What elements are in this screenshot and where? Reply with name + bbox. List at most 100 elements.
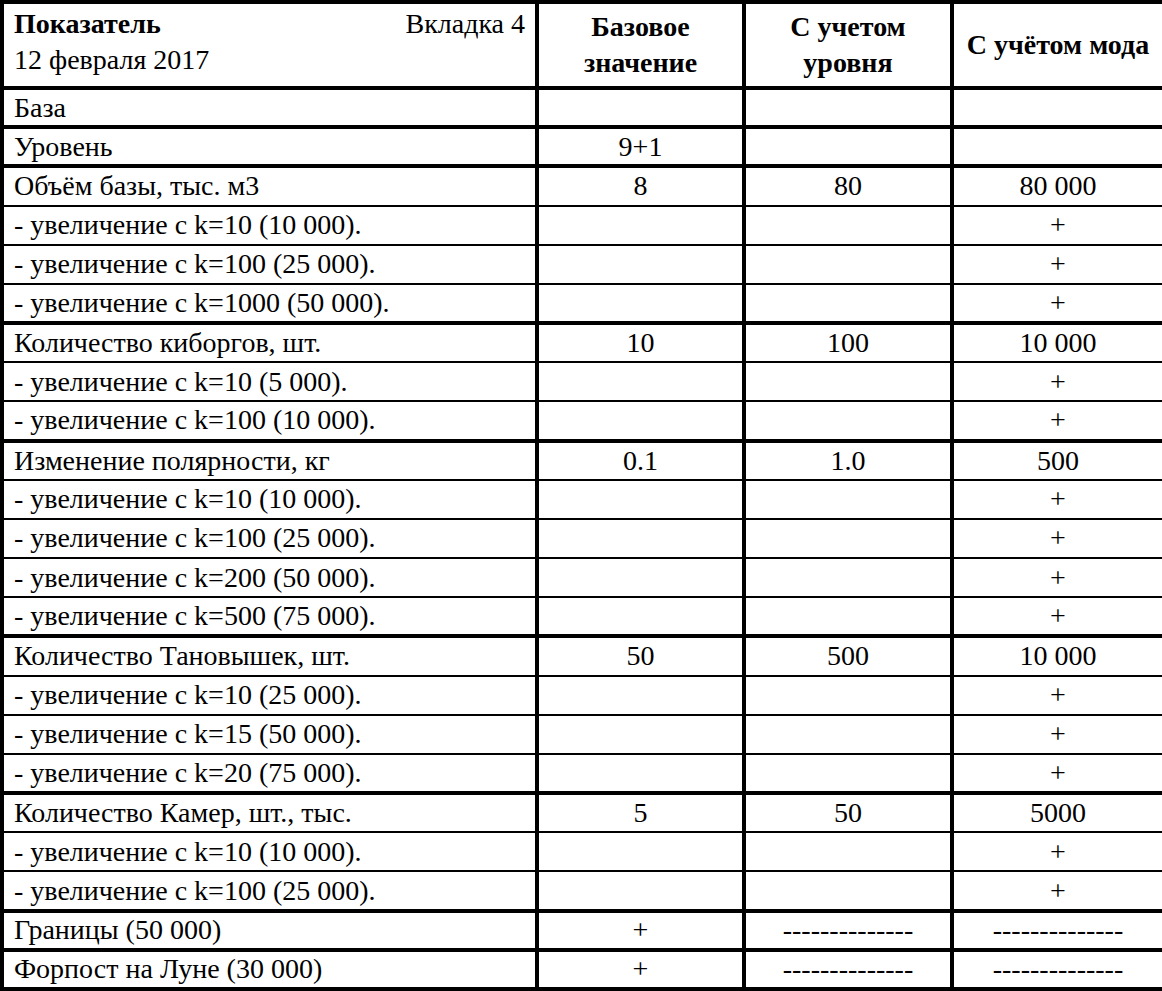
row-value-base (537, 88, 744, 127)
row-label: - увеличение с k=10 (5 000). (2, 362, 537, 401)
row-value-mod: -------------- (952, 911, 1162, 950)
row-value-level (744, 88, 952, 127)
row-value-level (744, 206, 952, 245)
row-value-base: 10 (537, 323, 744, 362)
row-value-mod: + (952, 245, 1162, 284)
table-row: - увеличение с k=500 (75 000).+ (2, 597, 1162, 636)
table-body: БазаУровень9+1Объём базы, тыс. м388080 0… (2, 88, 1162, 989)
row-value-base (537, 480, 744, 519)
header-cell-with-mod: С учётом мода (952, 2, 1162, 88)
row-value-base (537, 362, 744, 401)
row-value-mod: 80 000 (952, 166, 1162, 205)
row-value-base (537, 284, 744, 323)
row-value-level (744, 754, 952, 793)
indicator-table: Показатель Вкладка 4 12 февраля 2017 Баз… (0, 0, 1162, 991)
row-value-mod: + (952, 284, 1162, 323)
row-value-base (537, 519, 744, 558)
row-label: Количество Камер, шт., тыс. (2, 793, 537, 832)
row-label: - увеличение с k=10 (10 000). (2, 206, 537, 245)
header-cell-with-level: С учетом уровня (744, 2, 952, 88)
row-value-level: -------------- (744, 950, 952, 989)
header-row: Показатель Вкладка 4 12 февраля 2017 Баз… (2, 2, 1162, 88)
table-row: База (2, 88, 1162, 127)
row-value-level (744, 284, 952, 323)
header-line-1: Показатель Вкладка 4 (14, 6, 525, 42)
row-value-base (537, 676, 744, 715)
row-value-mod: + (952, 362, 1162, 401)
row-value-base: 50 (537, 636, 744, 675)
row-value-mod: 10 000 (952, 636, 1162, 675)
table-row: - увеличение с k=10 (10 000). + (2, 206, 1162, 245)
table-row: Количество Камер, шт., тыс.5505000 (2, 793, 1162, 832)
row-value-mod: + (952, 871, 1162, 910)
table-row: - увеличение с k=100 (10 000). + (2, 401, 1162, 440)
table-row: - увеличение с k=1000 (50 000). + (2, 284, 1162, 323)
row-value-mod: + (952, 401, 1162, 440)
table-header: Показатель Вкладка 4 12 февраля 2017 Баз… (2, 2, 1162, 88)
row-label: - увеличение с k=500 (75 000). (2, 597, 537, 636)
row-value-level: 80 (744, 166, 952, 205)
row-value-base: 5 (537, 793, 744, 832)
row-value-level (744, 519, 952, 558)
table-row: - увеличение с k=10 (25 000). + (2, 676, 1162, 715)
row-value-mod: + (952, 206, 1162, 245)
table-row: - увеличение с k=200 (50 000). + (2, 558, 1162, 597)
table-row: Границы (50 000)+-----------------------… (2, 911, 1162, 950)
row-label: Изменение полярности, кг (2, 441, 537, 480)
row-value-mod: + (952, 676, 1162, 715)
row-value-base: + (537, 950, 744, 989)
table-row: Форпост на Луне (30 000)+---------------… (2, 950, 1162, 989)
indicator-table-container: Показатель Вкладка 4 12 февраля 2017 Баз… (0, 0, 1162, 991)
table-row: Уровень9+1 (2, 127, 1162, 166)
row-value-level: 1.0 (744, 441, 952, 480)
row-value-mod (952, 127, 1162, 166)
row-label: База (2, 88, 537, 127)
row-value-base (537, 245, 744, 284)
header-title: Показатель (14, 6, 161, 42)
row-value-level (744, 597, 952, 636)
header-cell-base-value: Базовое значение (537, 2, 744, 88)
row-label: - увеличение с k=100 (10 000). (2, 401, 537, 440)
row-value-level (744, 832, 952, 871)
row-label: - увеличение с k=100 (25 000). (2, 519, 537, 558)
row-label: - увеличение с k=15 (50 000). (2, 715, 537, 754)
row-value-base (537, 401, 744, 440)
header-cell-indicator: Показатель Вкладка 4 12 февраля 2017 (2, 2, 537, 88)
table-row: - увеличение с k=10 (10 000). + (2, 832, 1162, 871)
row-label: Форпост на Луне (30 000) (2, 950, 537, 989)
row-label: - увеличение с k=1000 (50 000). (2, 284, 537, 323)
row-value-level (744, 127, 952, 166)
table-row: - увеличение с k=15 (50 000). + (2, 715, 1162, 754)
row-label: - увеличение с k=100 (25 000). (2, 871, 537, 910)
table-row: Объём базы, тыс. м388080 000 (2, 166, 1162, 205)
row-value-mod: + (952, 754, 1162, 793)
table-row: - увеличение с k=10 (10 000). + (2, 480, 1162, 519)
row-value-mod: + (952, 715, 1162, 754)
row-label: - увеличение с k=10 (10 000). (2, 832, 537, 871)
row-label: Объём базы, тыс. м3 (2, 166, 537, 205)
row-value-mod: + (952, 519, 1162, 558)
row-value-level (744, 676, 952, 715)
row-value-level: -------------- (744, 911, 952, 950)
row-value-base (537, 871, 744, 910)
row-value-mod: + (952, 832, 1162, 871)
row-value-base: 0.1 (537, 441, 744, 480)
row-value-mod: -------------- (952, 950, 1162, 989)
table-row: Количество киборгов, шт.1010010 000 (2, 323, 1162, 362)
row-value-base (537, 597, 744, 636)
row-value-mod: 5000 (952, 793, 1162, 832)
row-label: - увеличение с k=10 (10 000). (2, 480, 537, 519)
row-value-mod: + (952, 480, 1162, 519)
row-value-mod: + (952, 558, 1162, 597)
row-value-base (537, 206, 744, 245)
row-value-level: 500 (744, 636, 952, 675)
row-label: Количество Тановышек, шт. (2, 636, 537, 675)
row-value-base (537, 558, 744, 597)
row-value-base: + (537, 911, 744, 950)
row-value-level (744, 480, 952, 519)
row-label: - увеличение с k=100 (25 000). (2, 245, 537, 284)
row-label: - увеличение с k=200 (50 000). (2, 558, 537, 597)
header-date: 12 февраля 2017 (14, 42, 525, 78)
row-value-level: 50 (744, 793, 952, 832)
row-label: - увеличение с k=10 (25 000). (2, 676, 537, 715)
